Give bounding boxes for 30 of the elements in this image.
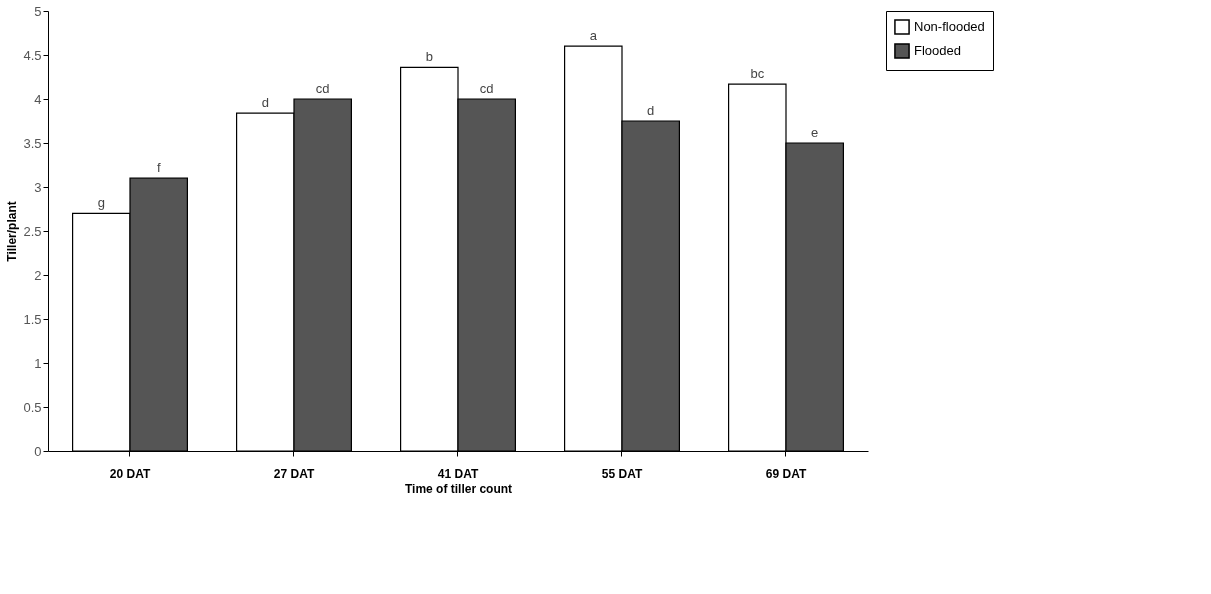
data-label: cd xyxy=(479,81,494,96)
legend-label: Flooded xyxy=(914,43,961,58)
x-tick-label: 69 DAT xyxy=(765,466,807,481)
y-axis-title: Tiller/plant xyxy=(5,201,20,262)
y-tick-label: 4 xyxy=(34,91,42,107)
y-tick-label: 2 xyxy=(34,267,42,283)
data-label: a xyxy=(589,28,598,44)
data-label: f xyxy=(156,160,161,176)
x-tick-label: 20 DAT xyxy=(109,466,151,481)
data-label: d xyxy=(261,95,269,111)
data-label: d xyxy=(647,103,655,118)
y-tick-label: 0.5 xyxy=(23,399,42,415)
data-label: g xyxy=(97,195,105,211)
legend-label: Non-flooded xyxy=(914,19,985,34)
y-tick-label: 0 xyxy=(34,443,42,459)
x-tick-label: 41 DAT xyxy=(437,466,479,481)
y-tick-label: 3.5 xyxy=(23,135,42,151)
y-tick-label: 2.5 xyxy=(23,223,42,239)
y-tick-label: 1 xyxy=(34,355,42,371)
data-label: cd xyxy=(315,81,330,96)
y-tick-label: 4.5 xyxy=(23,47,42,63)
data-label: e xyxy=(811,125,819,140)
x-tick-label: 55 DAT xyxy=(601,466,643,481)
data-label: bc xyxy=(750,66,765,82)
x-tick-label: 27 DAT xyxy=(273,466,315,481)
x-axis-title: Time of tiller count xyxy=(404,481,513,496)
y-tick-label: 1.5 xyxy=(23,311,42,327)
y-tick-label: 3 xyxy=(34,179,42,195)
data-label: b xyxy=(425,49,433,65)
y-tick-label: 5 xyxy=(34,3,42,19)
